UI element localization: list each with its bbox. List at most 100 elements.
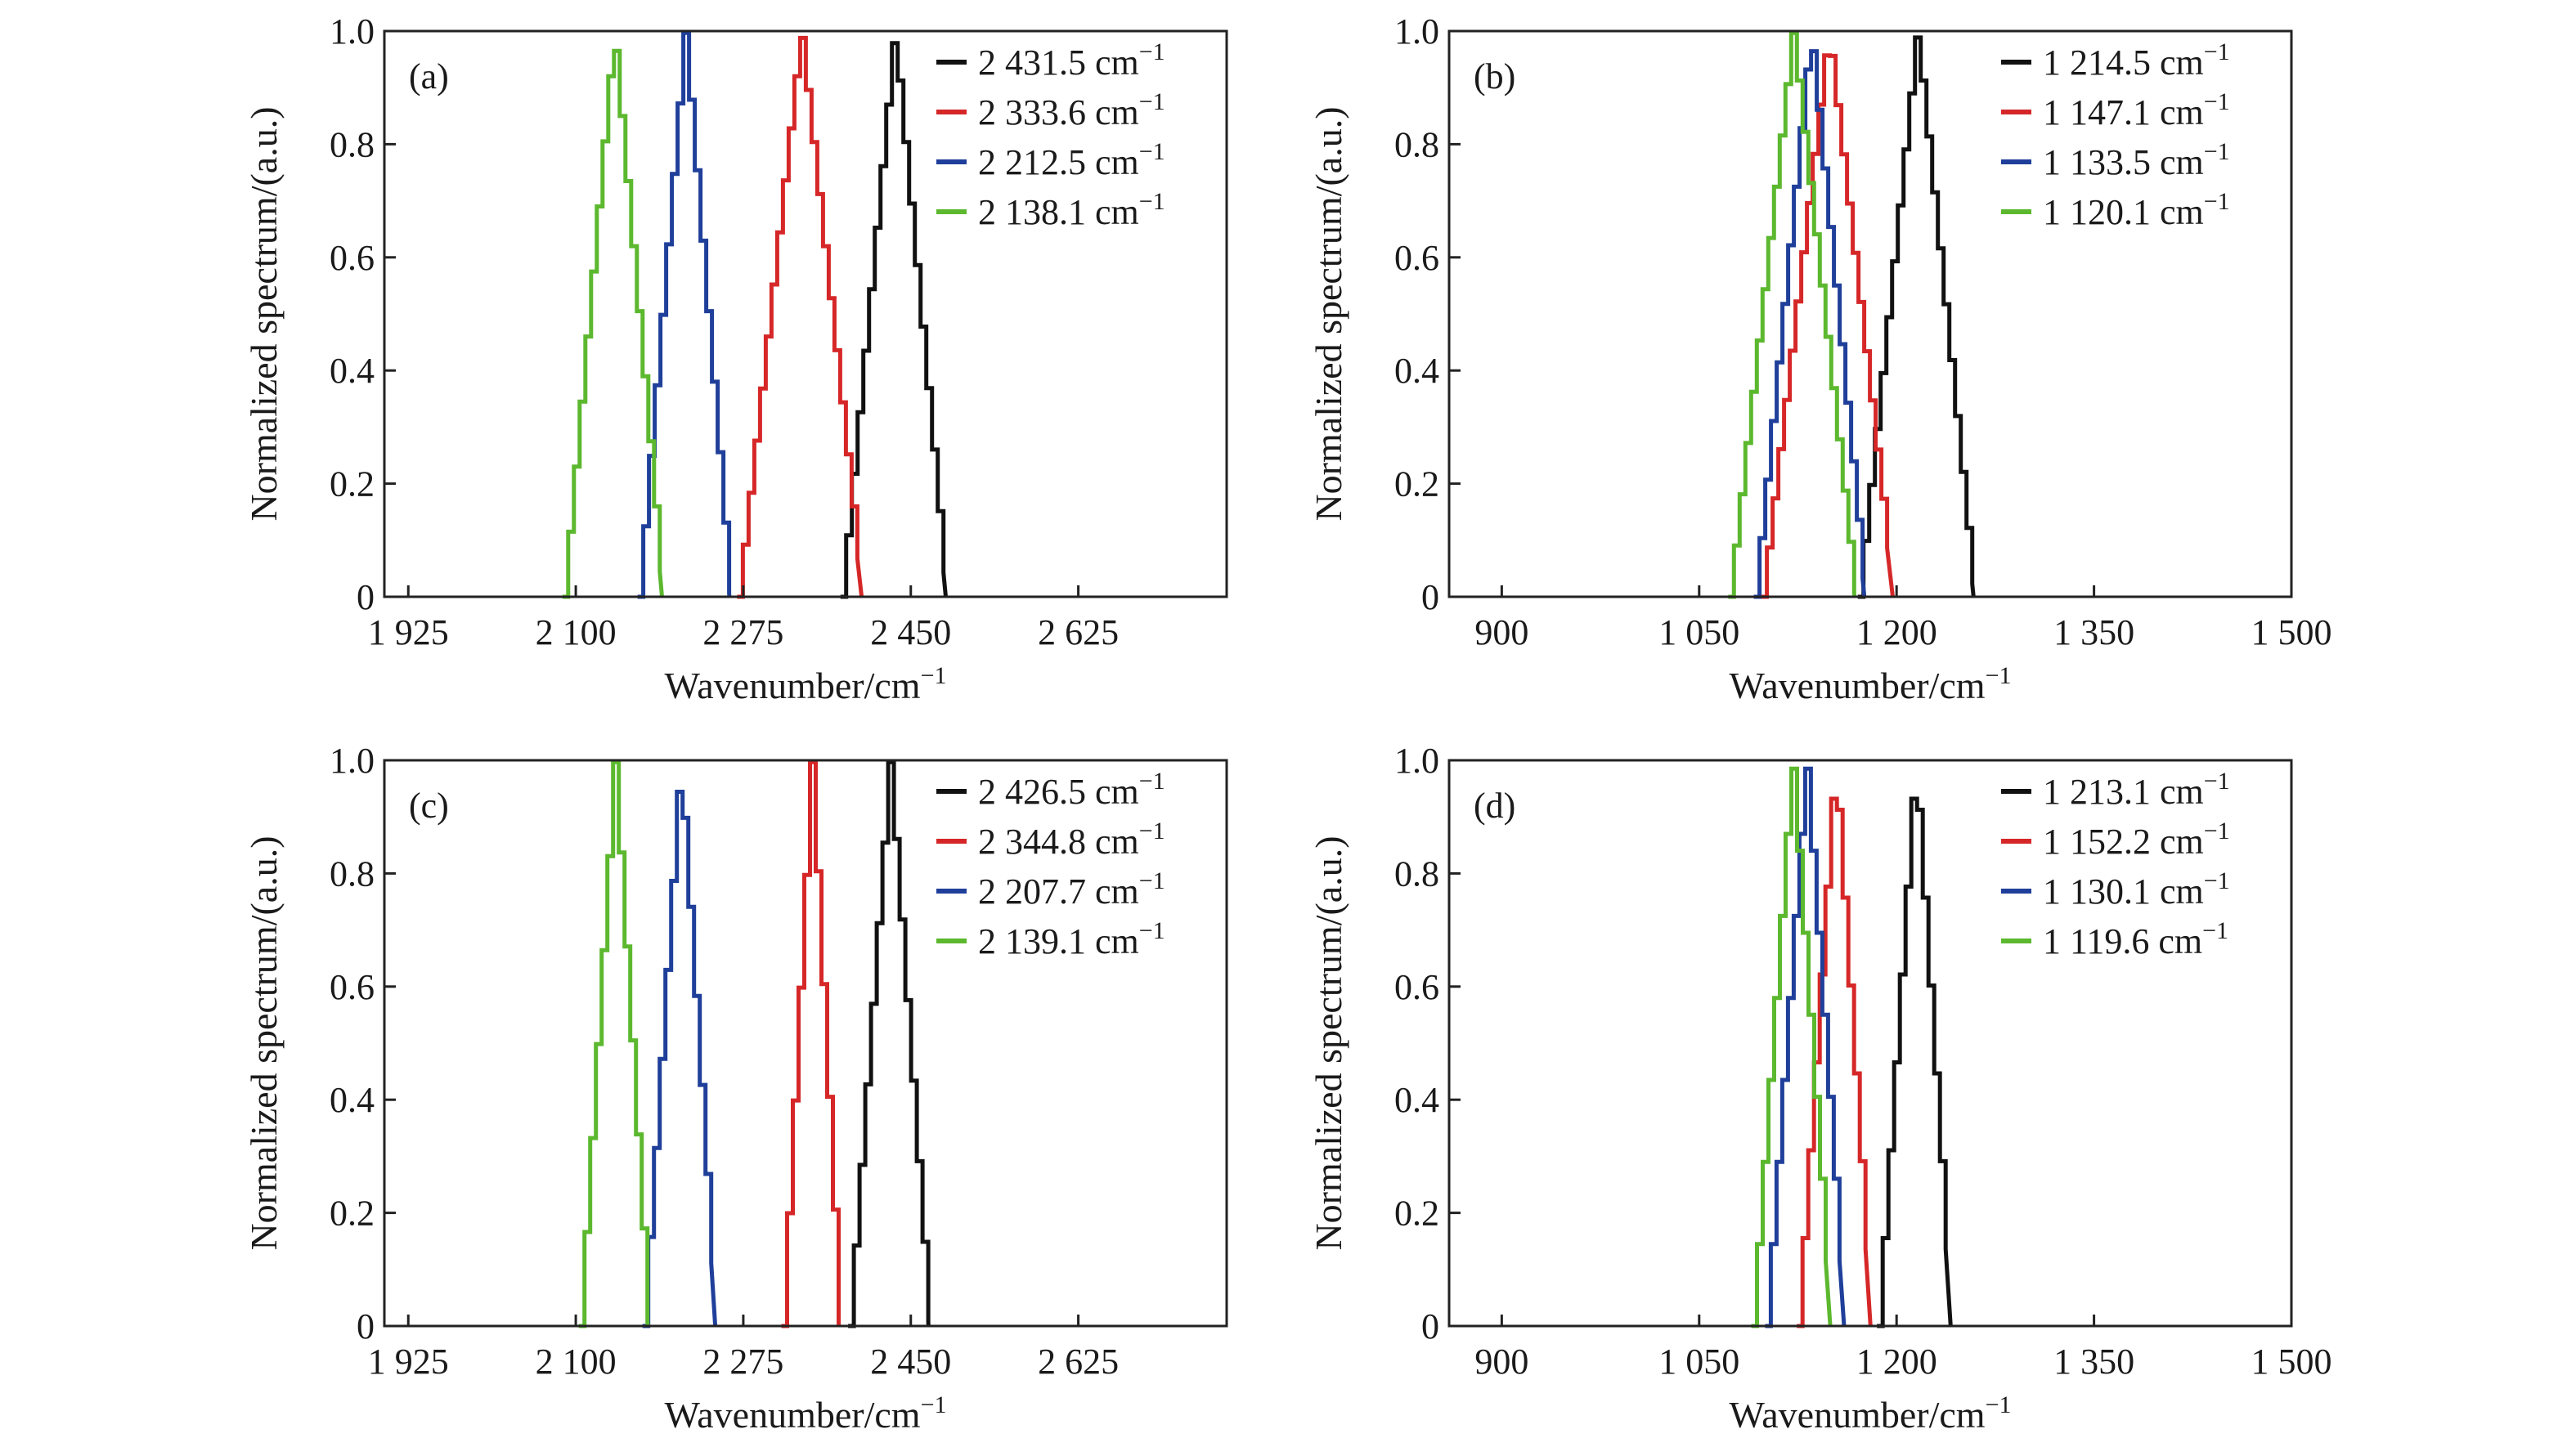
- x-tick-label: 2 450: [870, 612, 951, 652]
- x-tick-label: 900: [1474, 612, 1528, 652]
- panel-a: 0 0.2 0.4 0.6 0.8 1.0 1 925 2 100 2 275 2 450 2 62…: [243, 11, 1228, 706]
- x-tick-label: 1 350: [2053, 1342, 2134, 1382]
- legend: 2 431.5 cm−1 2 333.6 cm−1 2 212.5 cm−1 2 13…: [936, 38, 1165, 232]
- y-tick-label: 0: [1421, 1306, 1439, 1346]
- y-axis-title: Normalized spectrum/(a.u.): [243, 835, 285, 1250]
- x-axis-title: Wavenumber/cm−1: [665, 662, 947, 706]
- y-tick-label: 0: [1421, 577, 1439, 617]
- y-tick-label: 0.2: [1394, 464, 1439, 504]
- x-tick-label: 2 100: [536, 612, 617, 652]
- legend-label: 2 431.5 cm−1: [978, 38, 1165, 83]
- series-line-red: [1797, 796, 1873, 1328]
- x-tick-label: 1 200: [1856, 1342, 1937, 1382]
- plot-frame: [1447, 759, 2293, 1328]
- y-tick-label: 0.8: [330, 124, 375, 164]
- series-line-green: [1751, 766, 1833, 1328]
- series-line-black: [1877, 796, 1953, 1328]
- plot-frame: [383, 759, 1228, 1328]
- y-tick-label: 0.4: [1394, 351, 1439, 391]
- x-tick-label: 1 925: [368, 612, 449, 652]
- panel-label: (c): [409, 786, 449, 826]
- legend-label: 1 130.1 cm−1: [2043, 867, 2230, 912]
- y-tick-label: 0.6: [330, 238, 375, 278]
- y-tick-label: 1.0: [1394, 741, 1439, 781]
- series-line-black: [1857, 35, 1976, 599]
- x-tick-label: 1 050: [1658, 1342, 1739, 1382]
- y-tick-label: 0.6: [1394, 238, 1439, 278]
- y-tick-label: 0.8: [1394, 124, 1439, 164]
- y-tick-label: 1.0: [330, 741, 375, 781]
- legend: 1 213.1 cm−1 1 152.2 cm−1 1 130.1 cm−1 1 11…: [2001, 768, 2230, 961]
- panel-label: (d): [1474, 786, 1515, 826]
- y-tick-label: 1.0: [1394, 11, 1439, 52]
- series-line-blue: [637, 30, 732, 599]
- x-tick-label: 1 050: [1658, 612, 1739, 652]
- series-line-red: [737, 35, 864, 599]
- y-axis-title: Normalized spectrum/(a.u.): [1308, 835, 1349, 1250]
- series-line-red: [1761, 53, 1895, 599]
- series-line-red: [781, 759, 841, 1328]
- series-group: [562, 30, 948, 599]
- legend-label: 2 333.6 cm−1: [978, 88, 1165, 132]
- panel-label: (b): [1474, 56, 1515, 96]
- x-tick-label: 1 200: [1856, 612, 1937, 652]
- x-tick-label: 2 275: [702, 1342, 783, 1382]
- x-tick-label: 2 625: [1038, 1342, 1119, 1382]
- plot-frame: [1447, 29, 2293, 598]
- legend-label: 1 214.5 cm−1: [2043, 38, 2230, 83]
- y-tick-label: 0.4: [330, 1080, 375, 1120]
- series-group: [1728, 30, 1976, 599]
- legend-label: 2 138.1 cm−1: [978, 188, 1165, 232]
- legend-label: 2 426.5 cm−1: [978, 768, 1165, 812]
- x-tick-label: 2 100: [536, 1342, 617, 1382]
- y-tick-label: 0.8: [330, 853, 375, 894]
- legend: 2 426.5 cm−1 2 344.8 cm−1 2 207.7 cm−1 2 13…: [936, 768, 1165, 961]
- x-axis-title: Wavenumber/cm−1: [665, 1391, 947, 1436]
- legend-label: 2 212.5 cm−1: [978, 138, 1165, 182]
- x-tick-label: 2 450: [870, 1342, 951, 1382]
- x-tick-label: 2 275: [702, 612, 783, 652]
- x-tick-label: 1 925: [368, 1342, 449, 1382]
- series-group: [578, 759, 931, 1328]
- y-axis-title: Normalized spectrum/(a.u.): [1308, 106, 1349, 521]
- legend-label: 1 119.6 cm−1: [2043, 917, 2228, 961]
- y-tick-label: 0.2: [330, 1194, 375, 1234]
- y-tick-label: 0.4: [330, 351, 375, 391]
- y-tick-label: 0: [357, 1306, 375, 1346]
- x-axis-title: Wavenumber/cm−1: [1730, 1391, 2012, 1436]
- series-line-blue: [1753, 49, 1867, 599]
- series-line-black: [848, 759, 931, 1328]
- y-tick-label: 0.6: [330, 967, 375, 1007]
- legend-label: 1 133.5 cm−1: [2043, 138, 2230, 182]
- legend-label: 1 213.1 cm−1: [2043, 768, 2230, 812]
- x-tick-label: 900: [1474, 1342, 1528, 1382]
- y-tick-label: 0: [357, 577, 375, 617]
- panel-d: 0 0.2 0.4 0.6 0.8 1.0 900 1 050 1 200 1 350 1 500 W…: [1308, 741, 2332, 1436]
- legend-label: 1 120.1 cm−1: [2043, 188, 2230, 232]
- x-tick-label: 1 350: [2053, 612, 2134, 652]
- legend-label: 2 139.1 cm−1: [978, 917, 1165, 961]
- y-axis-title: Normalized spectrum/(a.u.): [243, 106, 285, 521]
- series-group: [1751, 766, 1953, 1328]
- panel-label: (a): [409, 56, 449, 96]
- plot-frame: [383, 29, 1228, 598]
- series-line-blue: [642, 790, 718, 1328]
- series-line-black: [840, 41, 948, 599]
- x-axis-title: Wavenumber/cm−1: [1730, 662, 2012, 706]
- legend-label: 1 152.2 cm−1: [2043, 818, 2230, 862]
- y-tick-label: 0.4: [1394, 1080, 1439, 1120]
- x-tick-label: 1 500: [2251, 1342, 2332, 1382]
- x-tick-label: 2 625: [1038, 612, 1119, 652]
- series-line-blue: [1765, 766, 1847, 1328]
- series-line-green: [578, 759, 650, 1328]
- legend-label: 2 207.7 cm−1: [978, 867, 1165, 912]
- legend-label: 1 147.1 cm−1: [2043, 88, 2230, 132]
- legend-label: 2 344.8 cm−1: [978, 818, 1165, 862]
- y-tick-label: 0.2: [1394, 1194, 1439, 1234]
- x-tick-label: 1 500: [2251, 612, 2332, 652]
- y-tick-label: 1.0: [330, 11, 375, 52]
- series-line-green: [562, 48, 664, 599]
- y-tick-label: 0.2: [330, 464, 375, 504]
- y-tick-label: 0.6: [1394, 967, 1439, 1007]
